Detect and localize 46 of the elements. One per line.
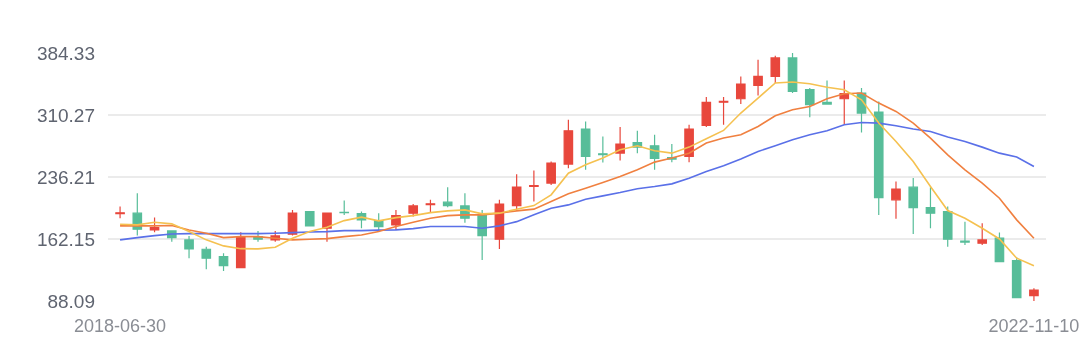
- candlestick: [977, 222, 988, 246]
- line-series: [119, 92, 1035, 241]
- candlestick: [235, 231, 246, 269]
- candlestick: [735, 75, 746, 105]
- candlestick: [839, 79, 850, 126]
- candlestick: [753, 59, 763, 97]
- candlestick: [925, 186, 936, 229]
- candlestick: [1011, 256, 1022, 299]
- candlestick: [529, 169, 539, 203]
- candlestick: [942, 205, 953, 248]
- y-tick-label: 162.15: [36, 228, 95, 250]
- candlestick: [511, 173, 522, 210]
- candlestick: [598, 135, 608, 164]
- candlestick: [218, 252, 229, 272]
- x-tick-label: 2018-06-30: [74, 316, 167, 336]
- candlestick: [822, 79, 832, 106]
- line-series: [119, 121, 1035, 241]
- candlestick: [201, 246, 212, 270]
- candlestick: [442, 186, 453, 208]
- candlestick: [701, 96, 712, 128]
- x-tick-label: 2022-11-10: [988, 316, 1080, 336]
- candlestick: [322, 212, 332, 243]
- candlestick: [115, 205, 125, 219]
- line-series: [119, 81, 1035, 267]
- candlestick: [787, 53, 798, 94]
- candlestick: [770, 55, 781, 84]
- candlestick: [304, 210, 315, 227]
- candlestick: [960, 221, 970, 246]
- y-tick-label: 88.09: [47, 290, 95, 312]
- candlestick: [408, 203, 419, 218]
- y-tick-label: 310.27: [36, 104, 95, 126]
- candlestick: [477, 209, 487, 261]
- candlestick: [563, 119, 574, 169]
- y-tick-label: 236.21: [36, 166, 95, 188]
- candlestick: [546, 160, 556, 186]
- candlestick: [580, 120, 591, 171]
- y-tick-label: 384.33: [36, 42, 95, 64]
- candlestick: [1029, 287, 1039, 301]
- candlestick: [891, 180, 901, 220]
- candlestick: [908, 177, 919, 235]
- candlestick: [718, 96, 729, 126]
- candlestick: [149, 217, 160, 233]
- candlestick: [873, 100, 884, 216]
- candlestick: [804, 87, 815, 118]
- candlestick: [425, 199, 436, 214]
- candlestick: [184, 235, 194, 259]
